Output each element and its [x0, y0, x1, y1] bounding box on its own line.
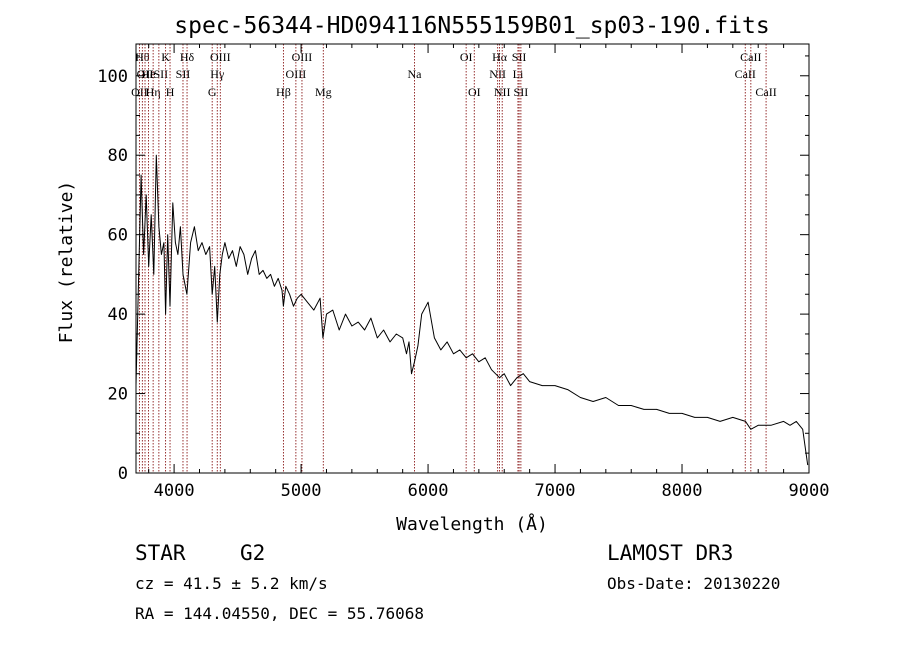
line-markers: OIIHθOIIHeHηISIIKHSIIHδGHγOIIIHβOIIIOIII… — [131, 44, 777, 473]
line-marker-label: He — [141, 67, 155, 81]
line-marker-label: G — [208, 85, 217, 99]
line-marker-label: Hδ — [180, 50, 195, 64]
y-axis-label: Flux (relative) — [56, 181, 77, 344]
y-tick-label: 40 — [108, 305, 128, 325]
y-tick-label: 20 — [108, 385, 128, 405]
x-tick-label: 6000 — [408, 481, 449, 501]
line-marker-label: Hγ — [210, 67, 225, 81]
line-marker-label: NII — [494, 85, 511, 99]
x-tick-label: 7000 — [535, 481, 576, 501]
line-marker-label: K — [161, 50, 170, 64]
line-marker-label: Hβ — [276, 85, 291, 99]
y-tick-label: 0 — [118, 464, 128, 484]
y-tick-label: 100 — [97, 67, 128, 87]
line-marker-label: OIII — [292, 50, 313, 64]
line-marker-label: Mg — [315, 85, 332, 99]
line-marker-label: Hη — [146, 85, 161, 99]
line-marker-label: OIII — [286, 67, 307, 81]
spectrum-line-flux — [135, 154, 809, 466]
line-marker-label: NII — [489, 67, 506, 81]
x-tick-label: 8000 — [662, 481, 703, 501]
line-marker-label: Na — [407, 67, 422, 81]
y-tick-label: 60 — [108, 226, 128, 246]
object-subclass: G2 — [240, 541, 265, 565]
survey-name: LAMOST DR3 — [607, 541, 733, 565]
y-tick-label: 80 — [108, 146, 128, 166]
chart-title: spec-56344-HD094116N555159B01_sp03-190.f… — [174, 13, 769, 39]
line-marker-label: Hθ — [135, 50, 150, 64]
observation-date: Obs-Date: 20130220 — [607, 574, 780, 593]
line-marker-label: OI — [460, 50, 473, 64]
line-marker-label: OIII — [210, 50, 231, 64]
object-class: STAR — [135, 541, 186, 565]
x-tick-label: 4000 — [154, 481, 195, 501]
line-marker-label: SII — [512, 50, 527, 64]
line-marker-label: ISII — [150, 67, 169, 81]
line-marker-label: CaII — [735, 67, 756, 81]
x-axis-label: Wavelength (Å) — [396, 513, 548, 535]
x-tick-label: 5000 — [281, 481, 322, 501]
x-tick-label: 9000 — [789, 481, 830, 501]
line-marker-label: OI — [468, 85, 481, 99]
line-marker-label: SII — [514, 85, 529, 99]
spectrum-series — [135, 154, 809, 466]
line-marker-label: Li — [513, 67, 524, 81]
line-marker-label: Hα — [492, 50, 508, 64]
line-marker-label: SII — [176, 67, 191, 81]
line-marker-label: CaII — [740, 50, 761, 64]
line-marker-label: OII — [131, 85, 148, 99]
line-marker-label: CaII — [755, 85, 776, 99]
axes: 4000 5000 6000 7000 8000 9000 0 20 40 60 80 100 — [97, 44, 829, 501]
coordinates-text: RA = 144.04550, DEC = 55.76068 — [135, 604, 424, 623]
line-marker-label: OII — [137, 67, 154, 81]
line-marker-label: H — [166, 85, 175, 99]
redshift-text: cz = 41.5 ± 5.2 km/s — [135, 574, 328, 593]
plot-frame — [135, 43, 810, 474]
